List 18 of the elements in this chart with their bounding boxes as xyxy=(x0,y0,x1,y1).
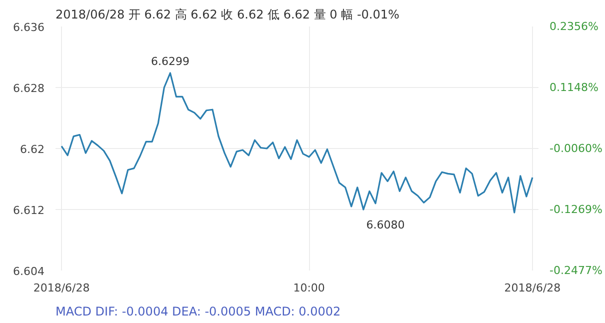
chart-title: 2018/06/28 开 6.62 高 6.62 收 6.62 低 6.62 量 0 幅 -0.01% xyxy=(56,8,400,22)
y-tick-label: 6.636 xyxy=(13,21,45,34)
y2-tick-label: 0.1148% xyxy=(550,80,598,94)
line-series xyxy=(60,72,534,214)
y-tick-label: 6.62 xyxy=(20,143,45,156)
annotation: 6.6299 xyxy=(150,55,190,68)
text: MACD DIF: -0.0004 DEA: -0.0005 MACD: 0.0002 xyxy=(56,304,341,318)
x-tick-label: 2018/6/28 xyxy=(504,282,561,294)
y-tick-label: 6.612 xyxy=(13,204,45,217)
y-tick-label: 6.604 xyxy=(13,265,45,278)
y2-tick-label: -0.2477% xyxy=(550,264,602,277)
annotation: 6.6080 xyxy=(366,218,405,232)
y2-tick-label: -0.1269% xyxy=(550,203,602,216)
x-tick-label: 10:00 xyxy=(293,282,325,294)
x-tick-label: 2018/6/28 xyxy=(33,282,90,294)
y-tick-label: 6.628 xyxy=(13,82,45,95)
y2-tick-label: 0.2356% xyxy=(550,20,598,33)
y2-tick-label: -0.0060% xyxy=(550,142,602,155)
